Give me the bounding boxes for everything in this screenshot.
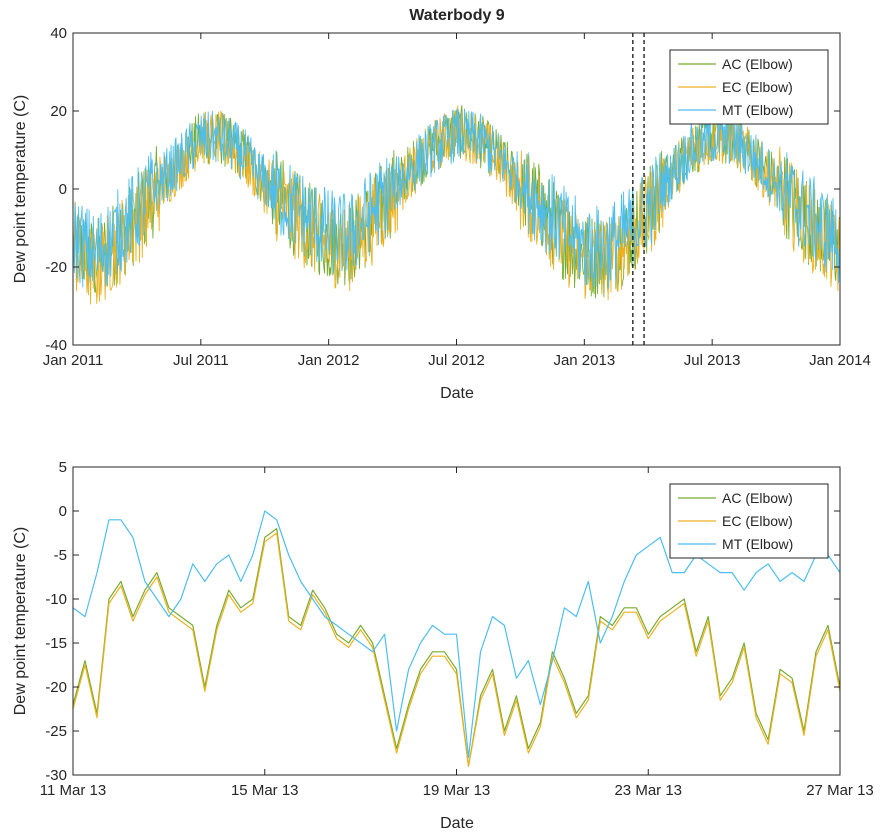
y-tick-label: 0	[59, 181, 67, 198]
highlight-window-markers	[632, 33, 645, 345]
x-tick-label: Jan 2012	[298, 352, 360, 369]
y-tick-label: -15	[45, 635, 67, 652]
y-tick-labels: -40 -20 0 20 40	[45, 25, 840, 354]
x-tick-label: Jan 2014	[809, 352, 871, 369]
legend-entry: AC (Elbow)	[722, 490, 793, 506]
legend-entry: EC (Elbow)	[722, 513, 793, 529]
legend-entry: MT (Elbow)	[722, 102, 793, 118]
y-tick-label: -30	[45, 767, 67, 784]
x-tick-labels: 11 Mar 13 15 Mar 13 19 Mar 13 23 Mar 13 27 M…	[40, 467, 874, 799]
y-axis-label: Dew point temperature (C)	[12, 527, 29, 716]
series-line-3	[72, 510, 841, 759]
chart-waterbody-9: Waterbody 9 Jan 2011 Jul 2011 Jan 2012 Jul …	[12, 7, 871, 402]
chart-title: Waterbody 9	[409, 7, 505, 24]
y-tick-labels: -30 -25 -20 -15 -10 -5 0 5	[45, 459, 840, 784]
chart-zoom: 11 Mar 13 15 Mar 13 19 Mar 13 23 Mar 13 27 M…	[12, 459, 874, 832]
y-tick-label: 0	[59, 503, 67, 520]
y-axis-label: Dew point temperature (C)	[12, 95, 29, 284]
series-line-1	[72, 527, 841, 767]
legend: AC (Elbow) EC (Elbow) MT (Elbow)	[669, 49, 829, 125]
x-tick-label: Jan 2011	[43, 352, 104, 369]
y-tick-label: -5	[54, 547, 67, 564]
x-tick-labels: Jan 2011 Jul 2011 Jan 2012 Jul 2012 Jan 2013…	[43, 33, 871, 369]
x-axis-label: Date	[440, 815, 474, 832]
y-tick-label: -40	[45, 337, 67, 354]
series-lines	[72, 510, 841, 767]
x-tick-label: Jul 2013	[684, 352, 741, 369]
x-tick-label: Jan 2013	[553, 352, 615, 369]
x-tick-label: 23 Mar 13	[614, 782, 682, 799]
x-tick-label: Jul 2011	[173, 352, 229, 369]
y-tick-label: 5	[59, 459, 67, 476]
series-line-2	[72, 105, 841, 305]
series-line-2	[72, 532, 841, 767]
y-tick-label: 20	[50, 103, 67, 120]
legend-entry: MT (Elbow)	[722, 536, 793, 552]
y-tick-label: -20	[45, 259, 67, 276]
x-tick-label: 15 Mar 13	[231, 782, 299, 799]
legend: AC (Elbow) EC (Elbow) MT (Elbow)	[669, 483, 829, 559]
y-tick-label: -25	[45, 723, 67, 740]
x-tick-label: 11 Mar 13	[40, 782, 106, 799]
y-tick-label: 40	[50, 25, 67, 42]
series-lines	[72, 105, 841, 305]
legend-entry: EC (Elbow)	[722, 79, 793, 95]
x-axis-label: Date	[440, 385, 474, 402]
x-tick-label: 19 Mar 13	[423, 782, 491, 799]
legend-entry: AC (Elbow)	[722, 56, 793, 72]
y-tick-label: -10	[45, 591, 67, 608]
series-line-3	[72, 108, 841, 289]
x-tick-label: 27 Mar 13	[806, 782, 874, 799]
x-tick-label: Jul 2012	[428, 352, 485, 369]
y-tick-label: -20	[45, 679, 67, 696]
